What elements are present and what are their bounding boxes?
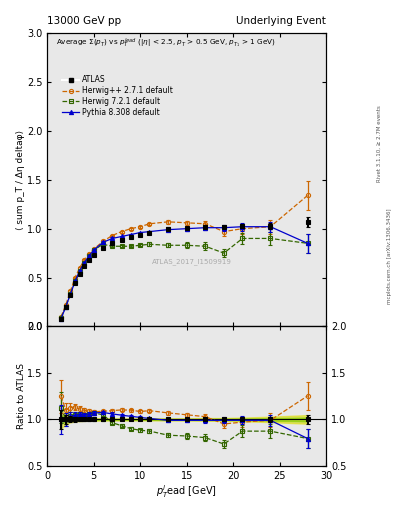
Text: Average $\Sigma(p_T)$ vs $p_T^{lead}$ ($|\eta|$ < 2.5, $p_T$ > 0.5 GeV, $p_{T_1}: Average $\Sigma(p_T)$ vs $p_T^{lead}$ ($… <box>55 36 275 50</box>
Y-axis label: Ratio to ATLAS: Ratio to ATLAS <box>17 363 26 429</box>
Text: Rivet 3.1.10, ≥ 2.7M events: Rivet 3.1.10, ≥ 2.7M events <box>377 105 382 182</box>
Text: mcplots.cern.ch [arXiv:1306.3436]: mcplots.cern.ch [arXiv:1306.3436] <box>387 208 391 304</box>
Y-axis label: ⟨ sum p_T / Δη deltaφ⟩: ⟨ sum p_T / Δη deltaφ⟩ <box>17 130 26 230</box>
X-axis label: $p_T^l$ead [GeV]: $p_T^l$ead [GeV] <box>156 483 217 500</box>
Legend: ATLAS, Herwig++ 2.7.1 default, Herwig 7.2.1 default, Pythia 8.308 default: ATLAS, Herwig++ 2.7.1 default, Herwig 7.… <box>59 72 176 120</box>
Text: ATLAS_2017_I1509919: ATLAS_2017_I1509919 <box>152 259 232 265</box>
Text: 13000 GeV pp: 13000 GeV pp <box>47 15 121 26</box>
Text: Underlying Event: Underlying Event <box>236 15 326 26</box>
